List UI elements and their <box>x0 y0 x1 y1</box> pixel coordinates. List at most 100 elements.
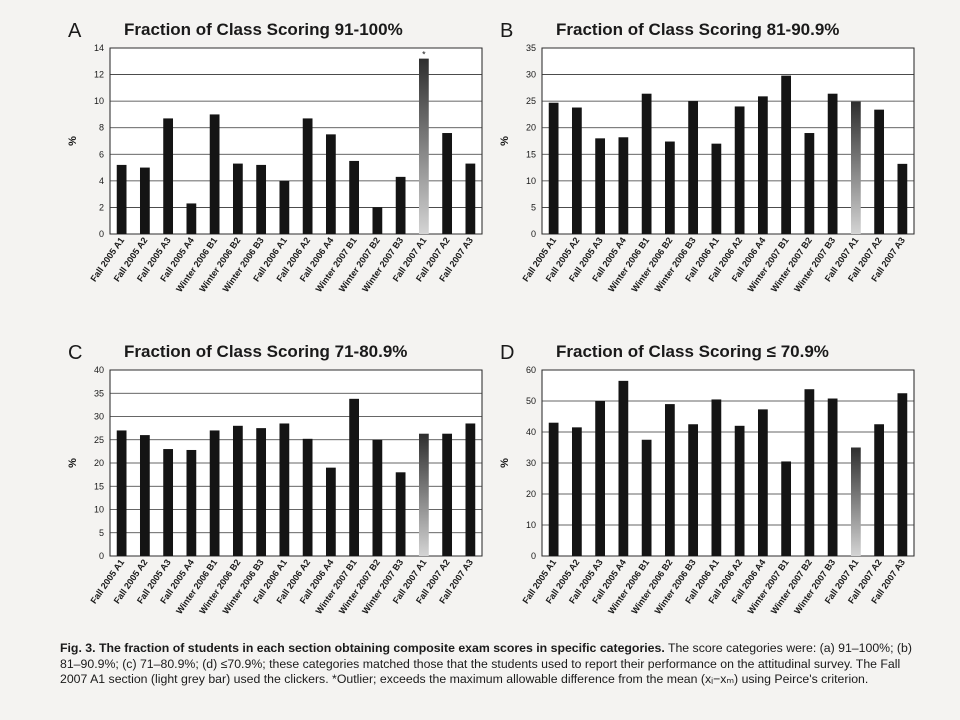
bar <box>349 160 360 234</box>
bar <box>302 118 313 234</box>
bar-highlight <box>850 101 861 234</box>
bar <box>897 163 908 234</box>
y-tick-label: 15 <box>526 149 536 159</box>
bar <box>595 138 606 234</box>
bar <box>897 393 908 556</box>
y-tick-label: 20 <box>526 123 536 133</box>
bar <box>372 207 383 234</box>
bar <box>279 180 290 234</box>
bar <box>302 438 313 556</box>
y-tick-label: 30 <box>94 412 104 422</box>
chart-d-title: Fraction of Class Scoring ≤ 70.9% <box>556 342 829 361</box>
y-tick-label: 10 <box>526 176 536 186</box>
bar <box>256 164 267 234</box>
bar <box>139 435 150 556</box>
bar <box>325 134 336 234</box>
y-tick-label: 0 <box>99 551 104 561</box>
bar <box>209 114 220 234</box>
y-tick-label: 5 <box>99 528 104 538</box>
bar <box>163 449 174 556</box>
panel-letter-a: A <box>68 20 82 42</box>
y-tick-label: 10 <box>94 505 104 515</box>
bar <box>349 398 360 556</box>
bar <box>232 425 243 556</box>
y-tick-label: 0 <box>531 551 536 561</box>
y-tick-label: 15 <box>94 481 104 491</box>
bar <box>465 163 476 234</box>
bar <box>372 439 383 556</box>
y-tick-label: 8 <box>99 123 104 133</box>
y-tick-label: 5 <box>531 202 536 212</box>
bar <box>618 380 629 556</box>
chart-panel-d: 0 10 20 30 40 50 60% Fall 2005 A1 Fall 2005 A2 Fa… <box>496 342 936 642</box>
bar <box>186 449 197 556</box>
bar <box>139 167 150 234</box>
y-tick-label: 4 <box>99 176 104 186</box>
bar <box>465 423 476 556</box>
y-tick-label: 35 <box>94 388 104 398</box>
bar <box>827 93 838 235</box>
y-axis-label: % <box>67 136 79 146</box>
chart-panel-a: 0 2 4 6 8 10 12 14% Fall 2005 A1 Fall 2005 A2 Fall… <box>64 20 504 320</box>
bar <box>781 461 792 556</box>
bar <box>641 93 652 235</box>
outlier-annotation: * <box>422 50 426 60</box>
bar <box>757 96 768 234</box>
y-tick-label: 0 <box>99 229 104 239</box>
panel-letter-b: B <box>500 20 514 42</box>
chart-a-title: Fraction of Class Scoring 91-100% <box>124 20 403 39</box>
bar <box>186 203 197 234</box>
bar <box>734 425 745 556</box>
bar <box>874 109 885 234</box>
bar <box>116 164 127 234</box>
chart-c-title: Fraction of Class Scoring 71-80.9% <box>124 342 408 361</box>
y-axis-label: % <box>67 458 79 468</box>
y-tick-label: 25 <box>94 435 104 445</box>
bar <box>116 430 127 556</box>
y-tick-label: 2 <box>99 202 104 212</box>
bar <box>874 424 885 556</box>
bar <box>711 399 722 556</box>
bar <box>618 137 629 234</box>
bar-highlight <box>850 447 861 556</box>
bar <box>711 143 722 234</box>
y-tick-label: 0 <box>531 229 536 239</box>
y-tick-label: 50 <box>526 396 536 406</box>
y-tick-label: 30 <box>526 70 536 80</box>
chart-b-title: Fraction of Class Scoring 81-90.9% <box>556 20 840 39</box>
y-tick-label: 40 <box>526 427 536 437</box>
chart-panel-b: 0 5 10 15 20 25 30 35% Fall 2005 A1 Fall 2005 A2 F… <box>496 20 936 320</box>
bar <box>442 433 453 556</box>
bar <box>279 423 290 556</box>
bar <box>571 107 582 234</box>
bar <box>781 75 792 235</box>
y-tick-label: 10 <box>94 96 104 106</box>
bar <box>688 424 699 556</box>
bar <box>548 102 559 234</box>
bar <box>757 409 768 556</box>
bar <box>734 106 745 234</box>
y-tick-label: 6 <box>99 149 104 159</box>
y-tick-label: 60 <box>526 365 536 375</box>
bar <box>804 133 815 234</box>
bar-highlight <box>418 433 429 556</box>
figure-caption: Fig. 3. The fraction of students in each… <box>60 641 928 688</box>
chart-panel-c: 0 5 10 15 20 25 30 35 40% Fall 2005 A1 Fall 2005 A… <box>64 342 504 642</box>
bar <box>804 389 815 556</box>
bar <box>395 472 406 556</box>
caption-lead: Fig. 3. The fraction of students in each… <box>60 641 665 655</box>
panel-letter-d: D <box>500 342 515 364</box>
bar <box>232 163 243 234</box>
y-tick-label: 20 <box>94 458 104 468</box>
y-axis-label: % <box>499 136 511 146</box>
y-tick-label: 30 <box>526 458 536 468</box>
y-tick-label: 25 <box>526 96 536 106</box>
bar <box>548 422 559 556</box>
y-tick-label: 12 <box>94 70 104 80</box>
bar <box>571 427 582 556</box>
bar <box>827 398 838 556</box>
